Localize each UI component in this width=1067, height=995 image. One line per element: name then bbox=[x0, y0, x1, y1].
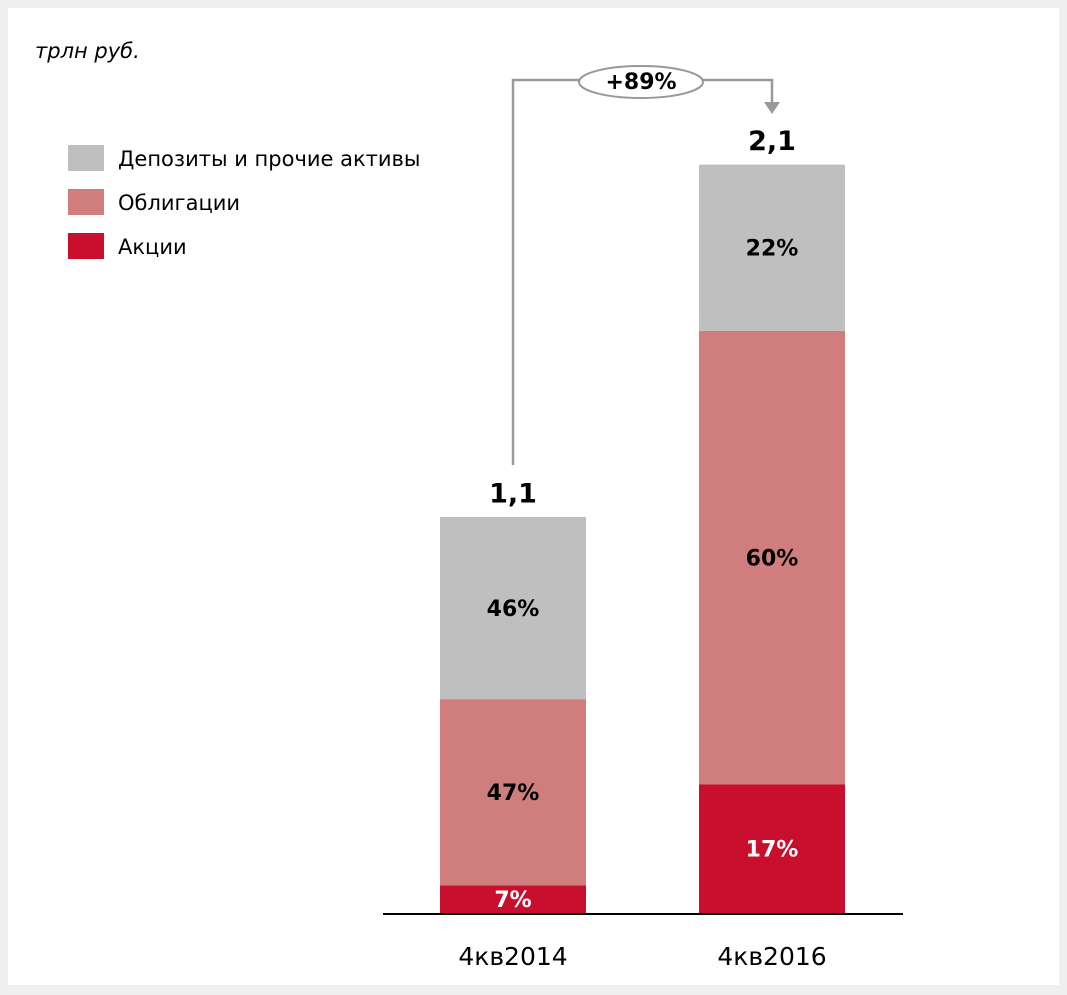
bar-segment bbox=[440, 699, 586, 886]
segment-label: 47% bbox=[487, 781, 540, 806]
unit-label: трлн руб. bbox=[35, 39, 140, 63]
x-tick-label: 4кв2014 bbox=[458, 942, 567, 971]
arrow-head bbox=[764, 102, 780, 114]
segment-label: 60% bbox=[746, 547, 799, 572]
bar-segment bbox=[699, 164, 845, 331]
legend-label: Депозиты и прочие активы bbox=[118, 147, 420, 171]
annotation: +89% bbox=[605, 70, 676, 95]
legend-swatch bbox=[68, 189, 104, 215]
segment-label: 22% bbox=[746, 237, 799, 262]
segment-label: 7% bbox=[494, 888, 531, 913]
x-tick-label: 4кв2016 bbox=[717, 942, 826, 971]
legend-swatch bbox=[68, 233, 104, 259]
legend-label: Акции bbox=[118, 235, 187, 259]
annotation-bubble bbox=[578, 65, 704, 99]
bar-segment bbox=[440, 885, 586, 913]
segment-label: 46% bbox=[487, 597, 540, 622]
bar-segment bbox=[699, 784, 845, 913]
legend-label: Облигации bbox=[118, 191, 240, 215]
total-label: 1,1 bbox=[489, 479, 537, 510]
bar-segment bbox=[440, 517, 586, 700]
legend-swatch bbox=[68, 145, 104, 171]
bar-segment bbox=[699, 330, 845, 785]
segment-label: 17% bbox=[746, 838, 799, 863]
total-label: 2,1 bbox=[748, 126, 796, 157]
